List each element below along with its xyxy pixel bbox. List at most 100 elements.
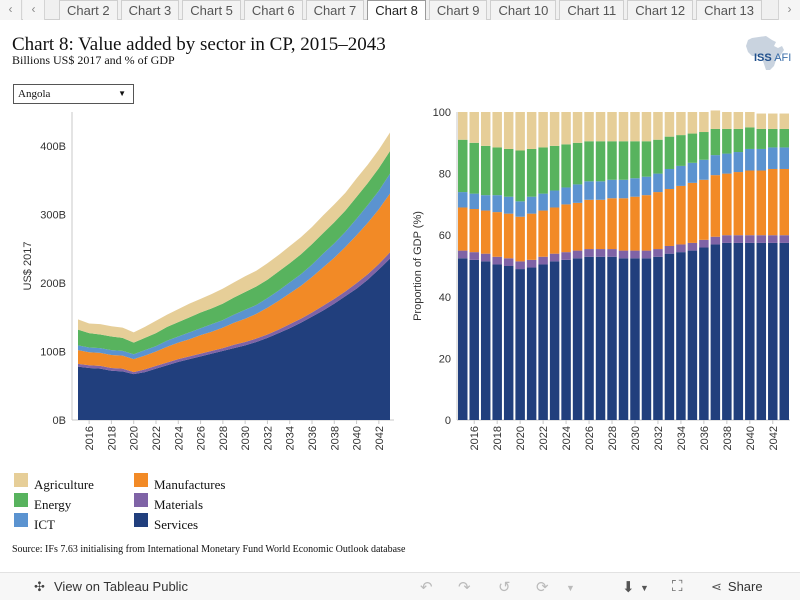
bar-agriculture (584, 112, 594, 142)
x-tick-label: 2016 (469, 426, 481, 450)
tab-chart-7[interactable]: Chart 7 (305, 0, 365, 20)
bar-ict (469, 193, 479, 210)
bar-ict (756, 148, 767, 171)
undo-icon[interactable]: ↶ (420, 579, 433, 596)
bar-manufactures (458, 207, 468, 251)
bar-materials (572, 250, 583, 259)
bar-materials (653, 249, 663, 257)
bar-ict (458, 192, 468, 208)
legend-label: Services (154, 517, 199, 532)
bar-manufactures (745, 170, 755, 236)
legend-swatch (14, 513, 28, 527)
refresh-icon[interactable]: ⟳ (536, 579, 549, 596)
bar-materials (641, 250, 652, 259)
y-tick-label: 300B (40, 210, 66, 222)
tab-chart-8[interactable]: Chart 8 (367, 0, 426, 20)
bar-agriculture (607, 112, 617, 142)
bar-agriculture (756, 113, 767, 129)
bar-energy (549, 145, 560, 191)
revert-icon[interactable]: ↺ (498, 579, 511, 596)
legend-label: ICT (34, 517, 55, 532)
bar-manufactures (733, 172, 744, 236)
bar-agriculture (676, 112, 686, 136)
bar-materials (561, 252, 571, 260)
share-icon: ⋖ (711, 579, 722, 594)
tab-chart-3[interactable]: Chart 3 (120, 0, 180, 20)
x-tick-label: 2026 (196, 426, 208, 450)
bar-materials (745, 235, 755, 243)
refresh-dropdown-icon[interactable]: ▼ (566, 583, 575, 593)
bar-materials (469, 252, 479, 260)
bar-ict (618, 179, 629, 199)
bar-ict (607, 179, 617, 199)
x-tick-label: 2040 (352, 426, 364, 450)
tabs-next-button[interactable]: › (778, 0, 800, 20)
tab-chart-12[interactable]: Chart 12 (627, 0, 694, 20)
bar-ict (676, 165, 686, 186)
country-select[interactable]: Angola ▼ (13, 84, 134, 104)
x-tick-label: 2040 (745, 426, 757, 450)
view-on-tableau-link[interactable]: ✣ View on Tableau Public (34, 579, 188, 595)
tabs-first-button[interactable]: ‹ (0, 0, 22, 20)
bar-services (607, 256, 617, 420)
bar-manufactures (699, 179, 709, 240)
bar-services (779, 242, 789, 420)
bar-energy (584, 141, 594, 182)
tab-chart-5[interactable]: Chart 5 (182, 0, 241, 20)
bar-services (664, 253, 675, 420)
bar-materials (515, 261, 525, 270)
legend-swatch (134, 493, 148, 507)
bar-ict (526, 196, 537, 214)
download-icon[interactable]: ⬇ (622, 579, 635, 596)
bar-services (653, 256, 663, 420)
bar-agriculture (503, 112, 514, 149)
bar-agriculture (733, 112, 744, 129)
bar-manufactures (618, 198, 629, 251)
bar-energy (710, 128, 721, 156)
chevron-right-icon: › (787, 2, 792, 16)
bar-agriculture (458, 112, 468, 140)
bar-energy (515, 150, 525, 202)
tabs-prev-button[interactable]: ‹ (23, 0, 45, 20)
bar-ict (584, 181, 594, 200)
tab-chart-2[interactable]: Chart 2 (59, 0, 118, 20)
tab-chart-11[interactable]: Chart 11 (559, 0, 625, 20)
bar-manufactures (710, 175, 721, 237)
bar-manufactures (779, 168, 789, 236)
x-tick-label: 2036 (307, 426, 319, 450)
bar-manufactures (572, 202, 583, 251)
tab-chart-6[interactable]: Chart 6 (243, 0, 303, 20)
bar-manufactures (722, 173, 732, 236)
bar-services (699, 247, 709, 420)
bar-materials (779, 235, 789, 243)
chevron-left-icon: ‹ (8, 2, 13, 16)
bar-agriculture (515, 112, 525, 151)
tab-chart-10[interactable]: Chart 10 (490, 0, 557, 20)
tab-chart-9[interactable]: Chart 9 (428, 0, 488, 20)
fullscreen-icon[interactable]: ⛶ (672, 578, 683, 595)
download-dropdown-icon[interactable]: ▼ (640, 583, 649, 593)
share-button[interactable]: ⋖ Share (711, 579, 763, 595)
bar-services (572, 258, 583, 420)
y-tick-label: 0B (53, 415, 66, 427)
bar-agriculture (492, 112, 502, 148)
bar-agriculture (664, 112, 675, 137)
bar-services (526, 267, 537, 420)
tab-chart-13[interactable]: Chart 13 (696, 0, 763, 20)
bar-materials (710, 236, 721, 245)
bar-manufactures (492, 212, 502, 257)
x-tick-label: 2028 (218, 426, 230, 450)
legend-label: Energy (34, 497, 72, 512)
bar-services (768, 242, 778, 420)
redo-icon[interactable]: ↷ (458, 579, 471, 596)
bar-materials (492, 256, 502, 265)
bar-services (733, 242, 744, 420)
bar-services (676, 252, 686, 420)
y-tick-label: 100 (433, 107, 451, 119)
bar-services (469, 259, 479, 420)
bar-energy (687, 133, 698, 163)
y-axis-label: Proportion of GDP (%) (412, 211, 424, 321)
bar-agriculture (641, 112, 652, 142)
